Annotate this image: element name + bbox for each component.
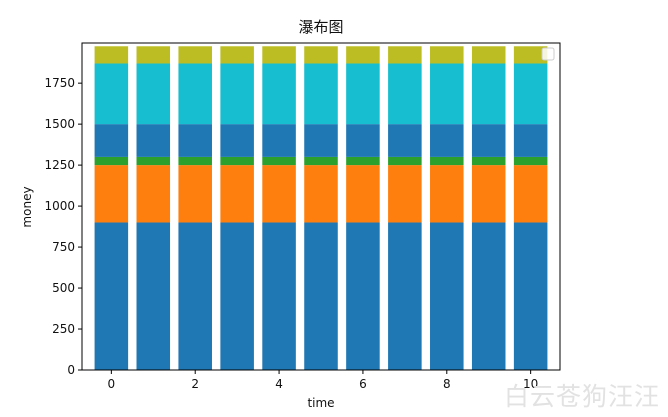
bar-segment <box>346 63 380 125</box>
bar-segment <box>388 46 422 64</box>
bar-segment <box>94 124 129 157</box>
bar-segment <box>513 63 548 125</box>
bar-segment <box>304 63 338 125</box>
bar-segment <box>262 222 296 370</box>
bar-segment <box>178 156 212 166</box>
bar-segment <box>346 222 380 370</box>
bar-segment <box>430 222 464 370</box>
bar-segment <box>136 63 171 125</box>
bar-segment <box>430 46 464 64</box>
x-tick-label: 6 <box>359 377 367 391</box>
bar-segment <box>220 222 254 370</box>
bar-segment <box>304 124 338 157</box>
x-tick-label: 10 <box>523 377 538 391</box>
bar-segment <box>178 222 212 370</box>
bar-segment <box>388 222 422 370</box>
bar-segment <box>94 63 129 125</box>
bar-segment <box>94 165 129 223</box>
bar-segment <box>513 124 548 157</box>
bar-segment <box>388 156 422 166</box>
bar-segment <box>471 124 506 157</box>
bar-segment <box>513 46 548 64</box>
bar-segment <box>304 165 338 223</box>
chart-title: 瀑布图 <box>298 18 344 36</box>
x-tick-label: 2 <box>191 377 199 391</box>
bar-segment <box>513 222 548 370</box>
bar-segment <box>430 165 464 223</box>
bar-segment <box>304 222 338 370</box>
x-tick-label: 4 <box>275 377 283 391</box>
bar-segment <box>220 46 254 64</box>
bar-segment <box>346 156 380 166</box>
y-tick-label: 500 <box>52 281 75 295</box>
bar-segment <box>388 63 422 125</box>
y-tick-label: 1000 <box>44 199 75 213</box>
bar-segment <box>262 156 296 166</box>
bar-segment <box>430 63 464 125</box>
bar-segment <box>471 222 506 370</box>
bar-segment <box>430 156 464 166</box>
bar-segment <box>178 165 212 223</box>
bar-segment <box>346 46 380 64</box>
bar-segment <box>178 63 212 125</box>
bar-segment <box>94 222 129 370</box>
bar-segment <box>262 46 296 64</box>
bar-segment <box>388 165 422 223</box>
bar-segment <box>136 46 171 64</box>
bar-segment <box>430 124 464 157</box>
bar-segment <box>471 46 506 64</box>
y-tick-label: 0 <box>67 363 75 377</box>
bar-segment <box>136 222 171 370</box>
x-tick-label: 0 <box>108 377 116 391</box>
y-tick-label: 1500 <box>44 117 75 131</box>
bar-segment <box>178 46 212 64</box>
bar-segment <box>262 165 296 223</box>
bar-segment <box>136 165 171 223</box>
bar-segment <box>304 46 338 64</box>
bar-segment <box>388 124 422 157</box>
y-tick-label: 1750 <box>44 76 75 90</box>
y-tick-label: 750 <box>52 240 75 254</box>
bar-segment <box>471 156 506 166</box>
bar-segment <box>220 165 254 223</box>
bar-segment <box>178 124 212 157</box>
bar-segment <box>471 165 506 223</box>
watermark: 白云苍狗汪汪 <box>503 382 660 411</box>
bar-segment <box>513 156 548 166</box>
x-tick-label: 8 <box>443 377 451 391</box>
y-tick-label: 1250 <box>44 158 75 172</box>
bar-segment <box>471 63 506 125</box>
bar-segment <box>94 156 129 166</box>
bar-segment <box>220 156 254 166</box>
bar-segment <box>220 63 254 125</box>
bar-segment <box>220 124 254 157</box>
x-axis-label: time <box>307 396 335 410</box>
bar-segment <box>262 63 296 125</box>
legend-box <box>541 47 555 61</box>
y-tick-label: 250 <box>52 322 75 336</box>
bar-segment <box>346 124 380 157</box>
bar-segment <box>262 124 296 157</box>
bar-segment <box>304 156 338 166</box>
bar-segment <box>136 124 171 157</box>
bar-segment <box>136 156 171 166</box>
bar-segment <box>94 46 129 64</box>
y-axis-label: money <box>20 186 34 228</box>
bar-segment <box>513 165 548 223</box>
bar-segment <box>346 165 380 223</box>
